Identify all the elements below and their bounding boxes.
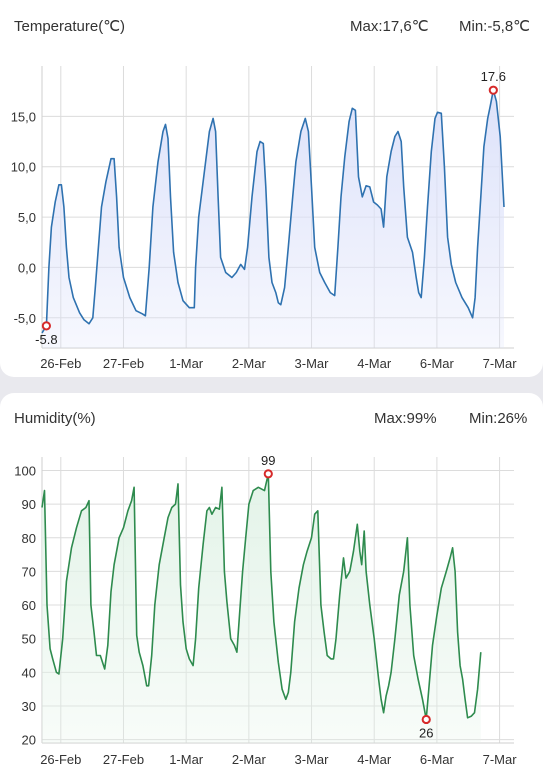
humidity-x-tick-label: 2-Mar	[232, 752, 267, 767]
humidity-y-tick-label: 60	[22, 598, 36, 613]
humidity-y-tick-label: 70	[22, 564, 36, 579]
humidity-y-tick-label: 40	[22, 665, 36, 680]
humidity-x-tick-label: 4-Mar	[357, 752, 392, 767]
temperature-x-tick-label: 7-Mar	[483, 356, 518, 371]
temperature-x-tick-label: 2-Mar	[232, 356, 267, 371]
temperature-x-tick-label: 6-Mar	[420, 356, 455, 371]
humidity-min-marker	[421, 714, 431, 725]
humidity-line	[41, 473, 482, 721]
humidity-y-tick-label: 100	[14, 463, 36, 478]
humidity-title: Humidity(%)	[14, 410, 96, 427]
temperature-x-tick-label: 26-Feb	[40, 356, 81, 371]
temperature-x-tick-label: 3-Mar	[295, 356, 330, 371]
humidity-y-tick-label: 90	[22, 497, 36, 512]
temperature-area	[42, 90, 504, 348]
humidity-x-tick-label: 27-Feb	[103, 752, 144, 767]
humidity-y-tick-label: 80	[22, 531, 36, 546]
temperature-x-tick-label: 27-Feb	[103, 356, 144, 371]
temperature-max-label: Max:17,6℃	[350, 18, 429, 35]
temperature-y-tick-label: 0,0	[18, 260, 36, 275]
temperature-y-tick-label: 5,0	[18, 210, 36, 225]
temperature-y-tick-label: -5,0	[14, 311, 36, 326]
humidity-x-tick-label: 26-Feb	[40, 752, 81, 767]
humidity-x-tick-label: 1-Mar	[169, 752, 204, 767]
temperature-y-tick-label: 15,0	[11, 109, 36, 124]
temperature-min-value: -5.8	[35, 332, 57, 347]
humidity-card: Humidity(%) Max:99% Min:26% 100 90 80 70 60 5…	[0, 393, 543, 768]
humidity-x-tick-label: 7-Mar	[483, 752, 518, 767]
humidity-y-tick-label: 30	[22, 699, 36, 714]
humidity-y-tick-label: 50	[22, 632, 36, 647]
temperature-chart: 15,0 10,0 5,0 0,0 -5,0 26-Feb 27-Feb 1-Mar 2-Mar…	[11, 66, 518, 371]
temperature-min-marker	[41, 321, 51, 331]
humidity-x-tick-label: 3-Mar	[295, 752, 330, 767]
humidity-chart: 100 90 80 70 60 50 40 30 20 26-Feb 27-Feb 1-Mar 2-Ma…	[14, 453, 518, 767]
humidity-min-label: Min:26%	[469, 410, 528, 427]
humidity-x-tick-label: 6-Mar	[420, 752, 455, 767]
temperature-x-tick-label: 1-Mar	[169, 356, 204, 371]
temperature-y-tick-label: 10,0	[11, 160, 36, 175]
temperature-title: Temperature(℃)	[14, 18, 126, 35]
humidity-max-marker	[263, 469, 273, 479]
humidity-min-value: 26	[419, 725, 433, 740]
humidity-y-tick-label: 20	[22, 733, 36, 748]
temperature-line	[41, 89, 505, 334]
humidity-max-value: 99	[261, 453, 275, 468]
humidity-max-label: Max:99%	[374, 410, 437, 427]
temperature-card: Temperature(℃) Max:17,6℃ Min:-5,8℃ 15,0 1…	[0, 0, 543, 377]
temperature-min-label: Min:-5,8℃	[459, 18, 531, 35]
temperature-max-value: 17.6	[481, 69, 506, 84]
humidity-area	[42, 473, 481, 743]
temperature-x-tick-label: 4-Mar	[357, 356, 392, 371]
temperature-max-marker	[488, 85, 498, 95]
